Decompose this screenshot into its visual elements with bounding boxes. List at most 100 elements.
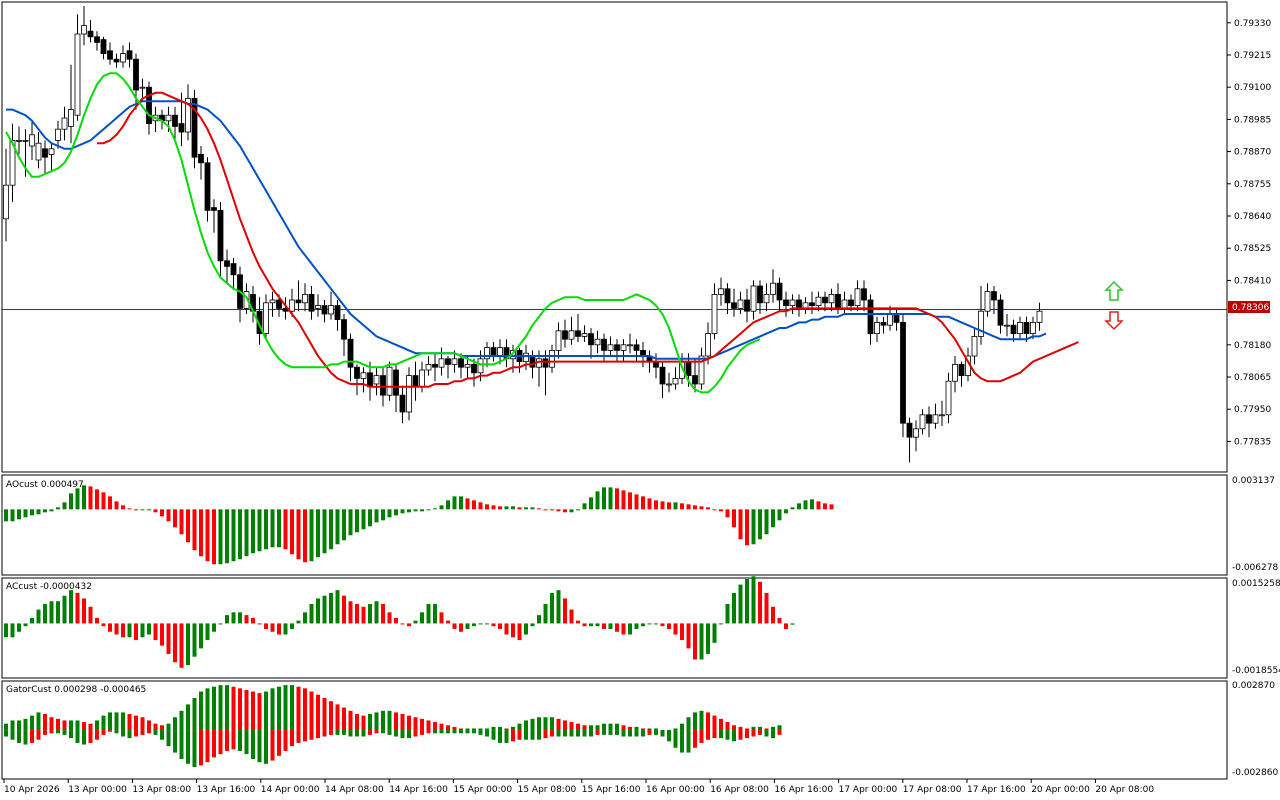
time-tick-label: 17 Apr 00:00 <box>839 785 898 795</box>
time-tick-label: 16 Apr 08:00 <box>710 785 769 795</box>
gator-lower-bar <box>69 730 73 739</box>
ao-bar <box>153 509 158 513</box>
gator-lower-bar <box>134 730 138 737</box>
gator-upper-bar <box>303 688 307 731</box>
gator-lower-bar <box>556 730 561 737</box>
gator-lower-bar <box>595 730 600 735</box>
gator-upper-bar <box>543 717 548 731</box>
ao-bar <box>127 508 132 510</box>
time-tick-label: 20 Apr 08:00 <box>1095 785 1154 795</box>
ao-bar <box>498 506 502 510</box>
gator-lower-bar <box>602 730 606 735</box>
candle-body <box>126 50 133 60</box>
candle-body <box>906 422 913 438</box>
gator-upper-bar <box>699 710 704 731</box>
gator-lower-bar <box>530 730 535 740</box>
ao-bar <box>511 506 515 510</box>
ac-bar <box>758 581 762 624</box>
gator-lower-bar <box>524 730 528 740</box>
gator-lower-bar <box>589 730 593 737</box>
ao-bar <box>816 501 821 510</box>
ao-bar <box>199 509 203 557</box>
ao-bar <box>686 504 691 510</box>
gator-upper-bar <box>498 726 502 731</box>
ao-bar <box>88 486 93 510</box>
ao-bar <box>803 500 808 510</box>
gator-upper-bar <box>517 723 522 731</box>
gator-upper-bar <box>634 726 639 731</box>
candle-body <box>809 302 815 306</box>
candle-body <box>490 347 497 357</box>
candle-body <box>848 299 854 306</box>
candle-body <box>230 263 237 276</box>
candle-body <box>1004 324 1010 327</box>
gator-lower-bar <box>738 730 743 740</box>
candle-body <box>523 352 529 363</box>
time-tick-label: 14 Apr 08:00 <box>325 785 384 795</box>
gator-lower-bar <box>771 730 775 739</box>
candle-body <box>1036 310 1043 323</box>
ac-bar <box>680 623 684 641</box>
ac-bar <box>205 623 210 641</box>
ac-bar <box>699 623 704 660</box>
ac-panel-frame <box>1 577 1228 679</box>
ac-bar <box>264 623 268 629</box>
gator-histogram <box>4 685 782 768</box>
gator-upper-bar <box>355 714 359 731</box>
gator-lower-bar <box>361 730 366 737</box>
gator-lower-bar <box>36 730 41 740</box>
gator-upper-bar <box>491 726 496 731</box>
gator-lower-bar <box>485 730 489 737</box>
gator-lower-bar <box>673 730 678 748</box>
gator-upper-bar <box>348 710 353 731</box>
ac-bar <box>153 623 158 641</box>
ao-bar <box>517 507 522 510</box>
gator-upper-bar <box>576 723 580 731</box>
candle-body <box>581 333 588 337</box>
gator-upper-bar <box>62 720 67 731</box>
candle-body <box>666 383 672 386</box>
ao-bar <box>322 509 327 554</box>
gator-upper-bar <box>439 723 444 731</box>
gator-upper-bar <box>394 712 398 731</box>
ac-bar <box>732 592 736 624</box>
ac-bar <box>465 623 470 629</box>
ao-bar <box>465 498 470 510</box>
gator-upper-bar <box>602 723 606 731</box>
ac-bar <box>23 623 28 627</box>
candle-body <box>373 375 380 385</box>
ao-bar <box>407 509 411 513</box>
ao-bar <box>23 509 28 518</box>
ao-bar <box>303 509 307 563</box>
ac-bar <box>316 598 320 624</box>
ao-bar <box>290 509 294 555</box>
ac-bar <box>725 604 730 624</box>
ao-bar <box>777 509 782 521</box>
ao-bar <box>225 509 229 564</box>
candle-body <box>705 333 711 357</box>
ao-bar <box>472 500 476 510</box>
ao-bar <box>179 509 184 535</box>
gator-lower-bar <box>693 730 697 748</box>
gator-upper-bar <box>511 726 515 731</box>
gator-upper-bar <box>43 714 47 731</box>
ac-bar <box>563 598 567 624</box>
sell-arrow-icon <box>1104 311 1124 331</box>
ac-bar <box>166 623 171 654</box>
gator-upper-bar <box>270 688 275 731</box>
candle-body <box>1023 321 1030 334</box>
gator-upper-bar <box>361 715 366 731</box>
gator-lower-bar <box>108 730 112 732</box>
ao-bar <box>738 509 743 540</box>
gator-upper-bar <box>277 686 281 731</box>
candle-body <box>16 139 22 142</box>
ac-bar <box>706 623 710 654</box>
gator-lower-bar <box>667 730 671 742</box>
ao-bar <box>394 509 398 516</box>
candle-body <box>692 375 698 385</box>
ac-bar <box>517 623 522 641</box>
candle-body <box>1017 321 1023 334</box>
price-tick-label: 0.78065 <box>1234 373 1271 383</box>
gator-upper-bar <box>452 726 457 731</box>
